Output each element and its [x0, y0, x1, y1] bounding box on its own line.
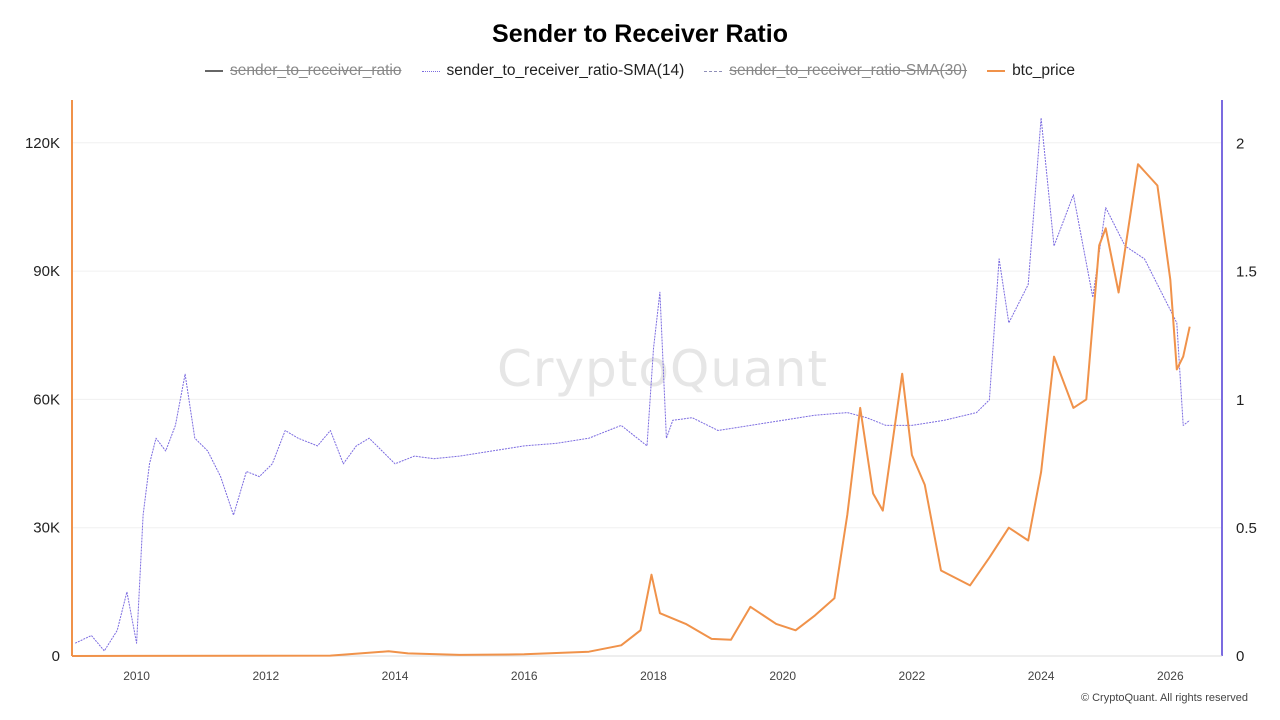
- x-tick-label: 2010: [123, 669, 150, 683]
- chart-title: Sender to Receiver Ratio: [492, 20, 788, 48]
- legend-swatch-dotted: [421, 70, 440, 72]
- x-tick-label: 2026: [1157, 669, 1184, 683]
- y-left-tick-label: 120K: [25, 135, 60, 152]
- x-tick-label: 2014: [382, 669, 409, 683]
- y-left-tick-label: 0: [52, 648, 60, 665]
- x-tick-label: 2016: [511, 669, 538, 683]
- y-left-tick-label: 90K: [33, 263, 60, 280]
- copyright-footer: © CryptoQuant. All rights reserved: [1080, 692, 1248, 704]
- legend-item-sma30[interactable]: sender_to_receiver_ratio-SMA(30): [704, 62, 967, 80]
- legend-swatch-dashed: [704, 70, 723, 72]
- x-tick-label: 2018: [640, 669, 667, 683]
- y-right-tick-label: 1.5: [1236, 264, 1257, 281]
- legend-label: btc_price: [1012, 62, 1075, 79]
- legend-item-sma14[interactable]: sender_to_receiver_ratio-SMA(14): [421, 62, 685, 80]
- y-right-tick-label: 2: [1236, 136, 1244, 153]
- x-tick-label: 2020: [769, 669, 796, 683]
- y-left-tick-label: 30K: [33, 520, 60, 537]
- series-line-btc-price: [71, 163, 1191, 657]
- y-left-tick-label: 60K: [33, 391, 60, 408]
- legend-label: sender_to_receiver_ratio-SMA(14): [446, 62, 685, 79]
- x-tick-label: 2022: [899, 669, 926, 683]
- chart-legend: sender_to_receiver_ratio sender_to_recei…: [0, 62, 1280, 80]
- legend-swatch-orange: [987, 70, 1006, 72]
- legend-label: sender_to_receiver_ratio-SMA(30): [729, 62, 968, 79]
- legend-item-sender-to-receiver-ratio[interactable]: sender_to_receiver_ratio: [205, 62, 402, 80]
- legend-swatch-solid: [205, 70, 224, 72]
- x-tick-label: 2024: [1028, 669, 1055, 683]
- x-tick-label: 2012: [252, 669, 279, 683]
- series-line-sma14: [74, 117, 1191, 652]
- y-right-tick-label: 0.5: [1236, 520, 1257, 537]
- legend-label: sender_to_receiver_ratio: [230, 62, 402, 79]
- y-right-tick-label: 0: [1236, 648, 1244, 665]
- y-right-tick-label: 1: [1236, 392, 1244, 409]
- legend-item-btc-price[interactable]: btc_price: [987, 62, 1075, 80]
